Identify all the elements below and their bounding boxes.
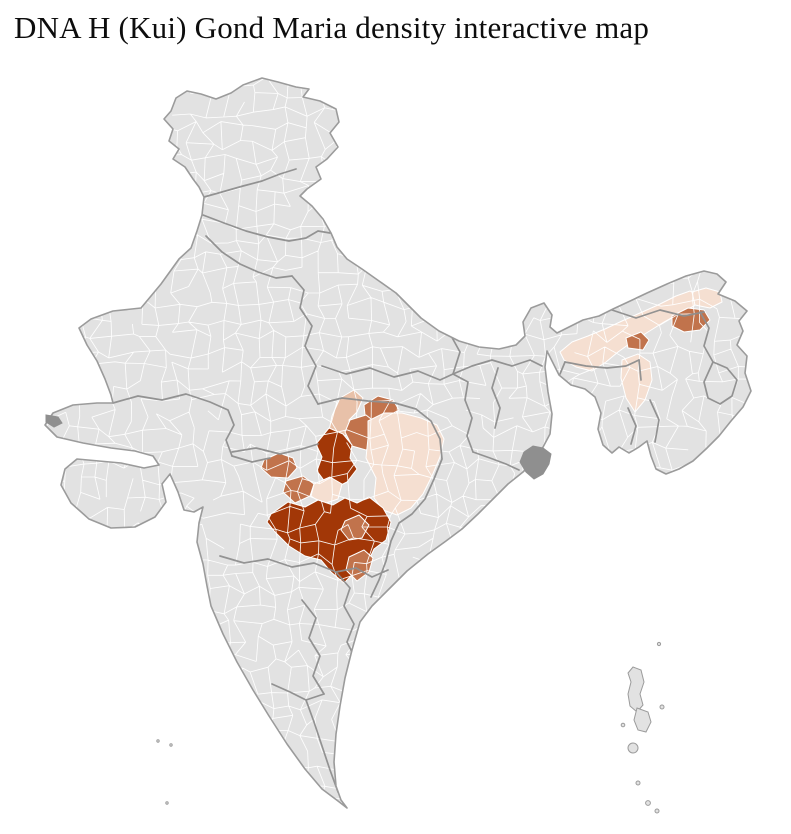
island-dot (645, 800, 651, 806)
page-title: DNA H (Kui) Gond Maria density interacti… (14, 10, 650, 45)
map-region-northeast-mid-valley[interactable] (625, 331, 650, 351)
state-boundaries (112, 168, 738, 793)
andaman-island-mid (633, 707, 652, 733)
sundarbans-delta-patch (519, 445, 552, 480)
islands (156, 641, 665, 814)
island-dot (654, 808, 660, 814)
island-dot (620, 722, 626, 728)
map-region-central-core-inset[interactable] (340, 514, 370, 541)
lakshadweep-dot (156, 739, 160, 743)
lakshadweep-dot (165, 801, 169, 805)
kutch-creek-patch (45, 414, 63, 428)
andaman-island-south (627, 742, 639, 754)
island-dot (635, 780, 641, 786)
island-dot (659, 704, 665, 710)
andaman-island-north (627, 666, 645, 713)
lakshadweep-dot (169, 743, 173, 747)
island-dot (656, 641, 662, 647)
